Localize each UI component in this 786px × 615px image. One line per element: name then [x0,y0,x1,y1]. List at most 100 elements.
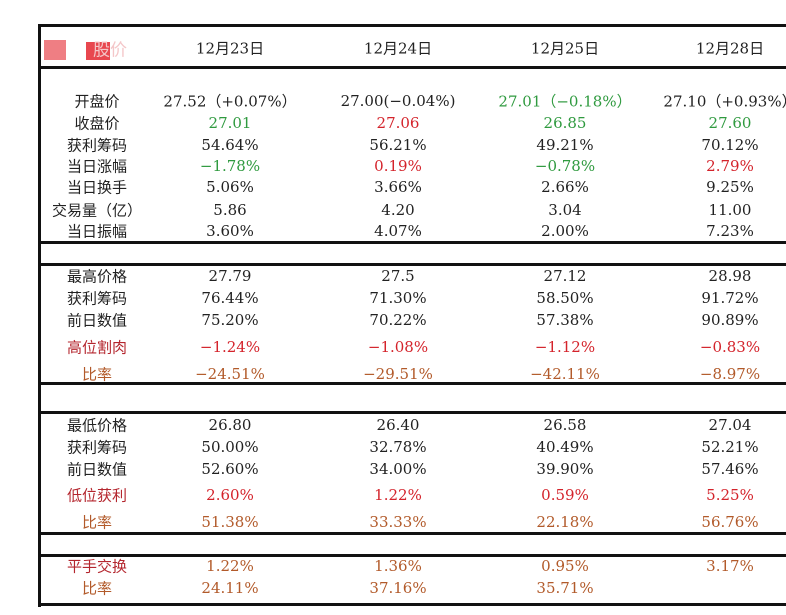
cell-value: 51.38% [201,513,259,531]
cell-value: 0.19% [374,157,422,175]
row-label: 最高价格 [66,267,128,286]
cell-value: 70.22% [369,311,427,329]
cell-value: −1.08% [367,338,429,356]
cell-value: −24.51% [195,365,265,383]
row-label: 最低价格 [66,416,128,435]
row-label: 获利筹码 [66,438,128,457]
row-label: 当日涨幅 [66,157,128,176]
row-label: 前日数值 [66,460,128,479]
cell-value: 11.00 [708,201,752,219]
cell-value: 76.44% [201,289,259,307]
cell-value: 0.59% [541,486,589,504]
cell-value: 5.25% [706,486,754,504]
row-label: 当日换手 [66,178,128,197]
redaction [86,42,110,60]
cell-value: 7.23% [706,222,754,240]
cell-value: 26.80 [208,416,252,434]
date-header: 12月23日 [195,39,265,58]
cell-value: 4.07% [374,222,422,240]
cell-value: 27.52（+0.07%） [163,92,297,111]
separator [38,241,786,266]
cell-value: 27.06 [376,114,420,132]
cell-value: 50.00% [201,438,259,456]
cell-value: 24.11% [201,579,259,597]
date-header: 12月25日 [530,39,600,58]
cell-value: 49.21% [536,136,594,154]
cell-value: 26.40 [376,416,420,434]
cell-value: 5.86 [213,201,247,219]
cell-value: 90.89% [701,311,759,329]
cell-value: 26.58 [543,416,587,434]
cell-value: 27.04 [708,416,752,434]
cell-value: 56.76% [701,513,759,531]
row-label: 开盘价 [74,92,120,111]
cell-value: 1.22% [206,557,254,575]
cell-value: −1.12% [534,338,596,356]
row-label: 当日振幅 [66,222,128,241]
cell-value: −8.97% [699,365,761,383]
cell-value: 27.60 [708,114,752,132]
cell-value: 27.01 [208,114,252,132]
cell-value: 70.12% [701,136,759,154]
header-title: 股价 [93,40,127,61]
cell-value: −1.24% [199,338,261,356]
cell-value: 58.50% [536,289,594,307]
row-label: 低位获利 [66,486,128,505]
cell-value: 52.21% [701,438,759,456]
row-label: 前日数值 [66,311,128,330]
cell-value: 26.85 [543,114,587,132]
cell-value: 40.49% [536,438,594,456]
cell-value: −0.78% [534,157,596,175]
cell-value: 57.38% [536,311,594,329]
cell-value: 39.90% [536,460,594,478]
cell-value: 4.20 [381,201,415,219]
cell-value: 3.04 [548,201,582,219]
cell-value: 54.64% [201,136,259,154]
row-label: 获利筹码 [66,289,128,308]
cell-value: 3.66% [374,178,422,196]
cell-value: 56.21% [369,136,427,154]
cell-value: 1.36% [374,557,422,575]
cell-value: 3.60% [206,222,254,240]
cell-value: 27.5 [381,267,415,285]
cell-value: 71.30% [369,289,427,307]
cell-value: 27.12 [543,267,587,285]
date-header: 12月24日 [363,39,433,58]
cell-value: 27.10（+0.93%） [663,92,786,111]
cell-value: 2.79% [706,157,754,175]
cell-value: 3.17% [706,557,754,575]
cell-value: 33.33% [369,513,427,531]
row-label: 获利筹码 [66,136,128,155]
date-header: 12月28日 [695,39,765,58]
row-label: 高位割肉 [66,338,128,357]
cell-value: 52.60% [201,460,259,478]
cell-value: 9.25% [706,178,754,196]
cell-value: 2.60% [206,486,254,504]
row-label: 平手交换 [66,557,128,576]
cell-value: 2.66% [541,178,589,196]
border [38,25,41,607]
row-label: 比率 [81,513,113,532]
cell-value: 1.22% [374,486,422,504]
row-label: 收盘价 [74,114,120,133]
cell-value: 0.95% [541,557,589,575]
cell-value: 27.79 [208,267,252,285]
cell-value: −42.11% [530,365,600,383]
cell-value: 27.00(−0.04%) [340,92,456,110]
cell-value: 28.98 [708,267,752,285]
cell-value: 22.18% [536,513,594,531]
cell-value: −1.78% [199,157,261,175]
cell-value: 32.78% [369,438,427,456]
border [38,603,786,606]
cell-value: 57.46% [701,460,759,478]
cell-value: 75.20% [201,311,259,329]
border [38,66,786,69]
separator [38,382,786,414]
border [38,24,786,27]
cell-value: 2.00% [541,222,589,240]
cell-value: 35.71% [536,579,594,597]
row-label: 交易量（亿） [51,201,143,220]
cell-value: 34.00% [369,460,427,478]
row-label: 比率 [81,365,113,384]
separator [38,532,786,557]
